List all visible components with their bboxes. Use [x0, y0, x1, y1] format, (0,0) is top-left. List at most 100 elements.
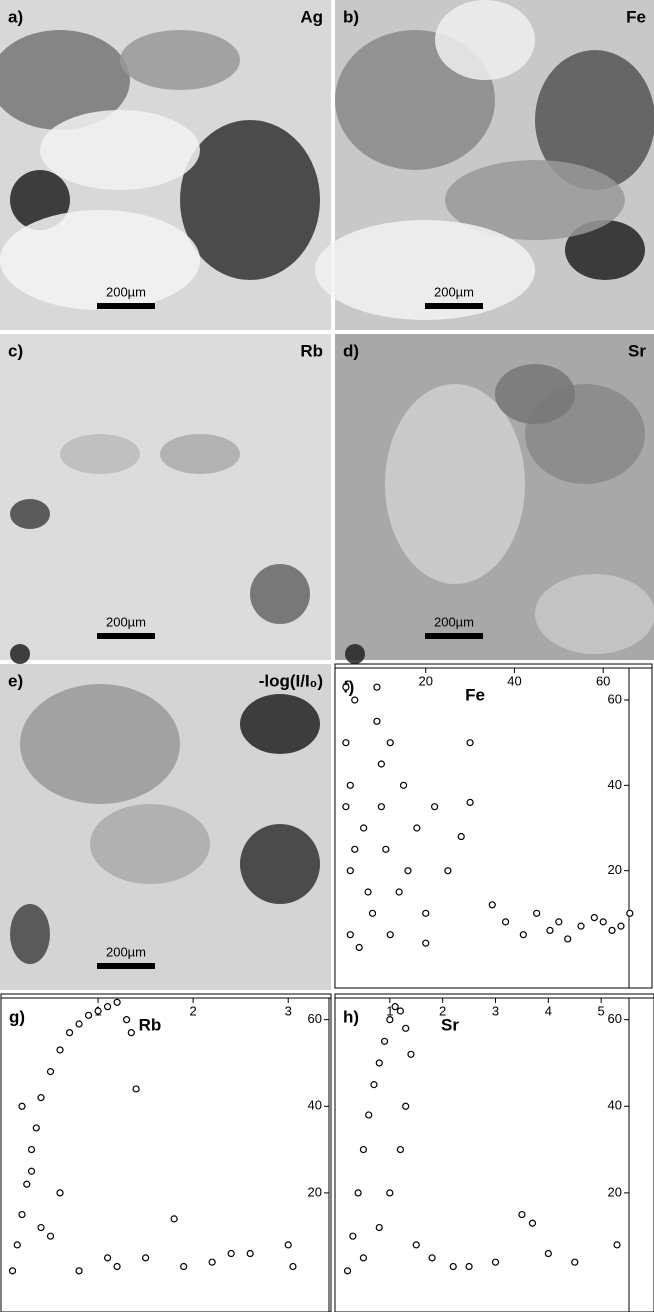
- data-point: [545, 1251, 551, 1257]
- image-feature: [495, 364, 575, 424]
- data-point: [503, 919, 509, 925]
- image-feature: [10, 499, 50, 529]
- data-point: [387, 1190, 393, 1196]
- image-feature: [0, 210, 200, 310]
- data-point: [105, 1004, 111, 1010]
- plot-background: [335, 664, 652, 988]
- image-feature: [10, 644, 30, 664]
- data-point: [397, 1008, 403, 1014]
- data-point: [413, 1242, 419, 1248]
- data-point: [29, 1168, 35, 1174]
- data-point: [228, 1251, 234, 1257]
- data-point: [556, 919, 562, 925]
- image-feature: [120, 30, 240, 90]
- data-point: [376, 1060, 382, 1066]
- y-tick-label: 20: [608, 862, 622, 877]
- data-point: [458, 834, 464, 840]
- data-point: [376, 1225, 382, 1231]
- image-feature: [250, 564, 310, 624]
- data-point: [347, 782, 353, 788]
- data-point: [578, 923, 584, 929]
- data-point: [401, 782, 407, 788]
- x-tick-label: 3: [492, 1003, 499, 1018]
- data-point: [352, 697, 358, 703]
- data-point: [378, 761, 384, 767]
- y-tick-label: 40: [608, 777, 622, 792]
- image-feature: [345, 644, 365, 664]
- data-point: [105, 1255, 111, 1261]
- image-feature: [20, 684, 180, 804]
- data-point: [38, 1095, 44, 1101]
- data-point: [19, 1212, 25, 1218]
- data-point: [114, 999, 120, 1005]
- x-tick-label: 20: [418, 673, 432, 688]
- scale-bar: [97, 633, 155, 639]
- panel-label: e): [8, 671, 23, 690]
- y-tick-label: 20: [608, 1184, 622, 1199]
- chart-title: Fe: [465, 685, 485, 704]
- data-point: [519, 1212, 525, 1218]
- data-point: [423, 940, 429, 946]
- data-point: [95, 1008, 101, 1014]
- data-point: [48, 1069, 54, 1075]
- scale-bar: [425, 633, 483, 639]
- data-point: [396, 889, 402, 895]
- data-point: [392, 1004, 398, 1010]
- scale-bar-label: 200µm: [106, 284, 146, 299]
- data-point: [429, 1255, 435, 1261]
- data-point: [171, 1216, 177, 1222]
- data-point: [361, 825, 367, 831]
- data-point: [347, 868, 353, 874]
- data-point: [383, 846, 389, 852]
- data-point: [356, 944, 362, 950]
- image-panel: [335, 334, 654, 664]
- data-point: [405, 868, 411, 874]
- x-tick-label: 40: [507, 673, 521, 688]
- image-feature: [40, 110, 200, 190]
- image-panel: [315, 0, 654, 330]
- scale-bar: [97, 963, 155, 969]
- data-point: [614, 1242, 620, 1248]
- x-tick-label: 2: [190, 1003, 197, 1018]
- data-point: [48, 1233, 54, 1239]
- data-point: [285, 1242, 291, 1248]
- data-point: [19, 1103, 25, 1109]
- element-label: Rb: [300, 341, 323, 360]
- data-point: [374, 718, 380, 724]
- data-point: [423, 910, 429, 916]
- data-point: [627, 910, 633, 916]
- scale-bar: [425, 303, 483, 309]
- scale-bar-label: 200µm: [106, 614, 146, 629]
- image-panel: [0, 334, 331, 664]
- data-point: [489, 902, 495, 908]
- panel-label: a): [8, 7, 23, 26]
- figure: a)Ag200µmb)Fe200µmc)Rb200µmd)Sr200µme)-l…: [0, 0, 654, 1312]
- data-point: [378, 804, 384, 810]
- x-tick-label: 3: [285, 1003, 292, 1018]
- data-point: [403, 1103, 409, 1109]
- data-point: [467, 799, 473, 805]
- data-point: [343, 684, 349, 690]
- data-point: [466, 1264, 472, 1270]
- data-point: [534, 910, 540, 916]
- data-point: [343, 804, 349, 810]
- element-label: Fe: [626, 7, 646, 26]
- chart-title: Sr: [441, 1015, 459, 1034]
- data-point: [14, 1242, 20, 1248]
- data-point: [387, 932, 393, 938]
- x-tick-label: 4: [545, 1003, 552, 1018]
- image-panel: [0, 0, 331, 330]
- panel-label: c): [8, 341, 23, 360]
- data-point: [387, 740, 393, 746]
- data-point: [432, 804, 438, 810]
- image-feature: [240, 694, 320, 754]
- data-point: [374, 684, 380, 690]
- y-tick-label: 60: [308, 1011, 322, 1026]
- data-point: [76, 1268, 82, 1274]
- data-point: [387, 1017, 393, 1023]
- panel-label: g): [9, 1007, 25, 1026]
- image-feature: [535, 574, 654, 654]
- data-point: [347, 932, 353, 938]
- y-tick-label: 40: [608, 1098, 622, 1113]
- image-feature: [385, 384, 525, 584]
